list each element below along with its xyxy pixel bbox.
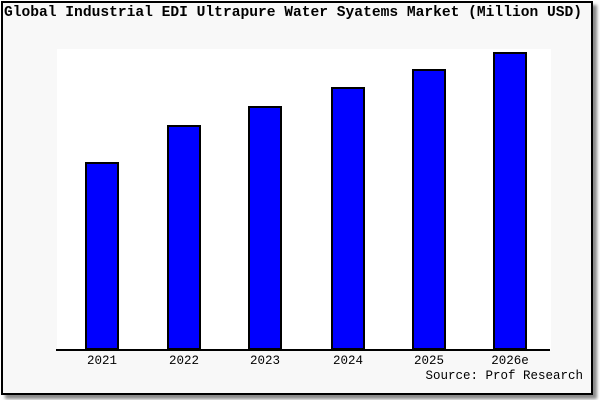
chart-title: Global Industrial EDI Ultrapure Water Sy…: [4, 5, 583, 21]
plot-area: [57, 49, 551, 350]
x-tick-2024: 2024: [332, 354, 364, 368]
bar-2021: [85, 162, 119, 350]
x-tick-2021: 2021: [86, 354, 118, 368]
source-note: Source: Prof Research: [425, 369, 583, 383]
x-axis-line: [56, 349, 550, 351]
bar-2025: [412, 69, 446, 350]
x-tick-2026e: 2026e: [491, 354, 529, 368]
bar-2024: [331, 87, 365, 350]
bar-2023: [248, 106, 282, 350]
bar-2026e: [493, 52, 527, 350]
x-tick-2023: 2023: [249, 354, 281, 368]
x-tick-2025: 2025: [413, 354, 445, 368]
x-tick-2022: 2022: [168, 354, 200, 368]
bar-2022: [167, 125, 201, 350]
